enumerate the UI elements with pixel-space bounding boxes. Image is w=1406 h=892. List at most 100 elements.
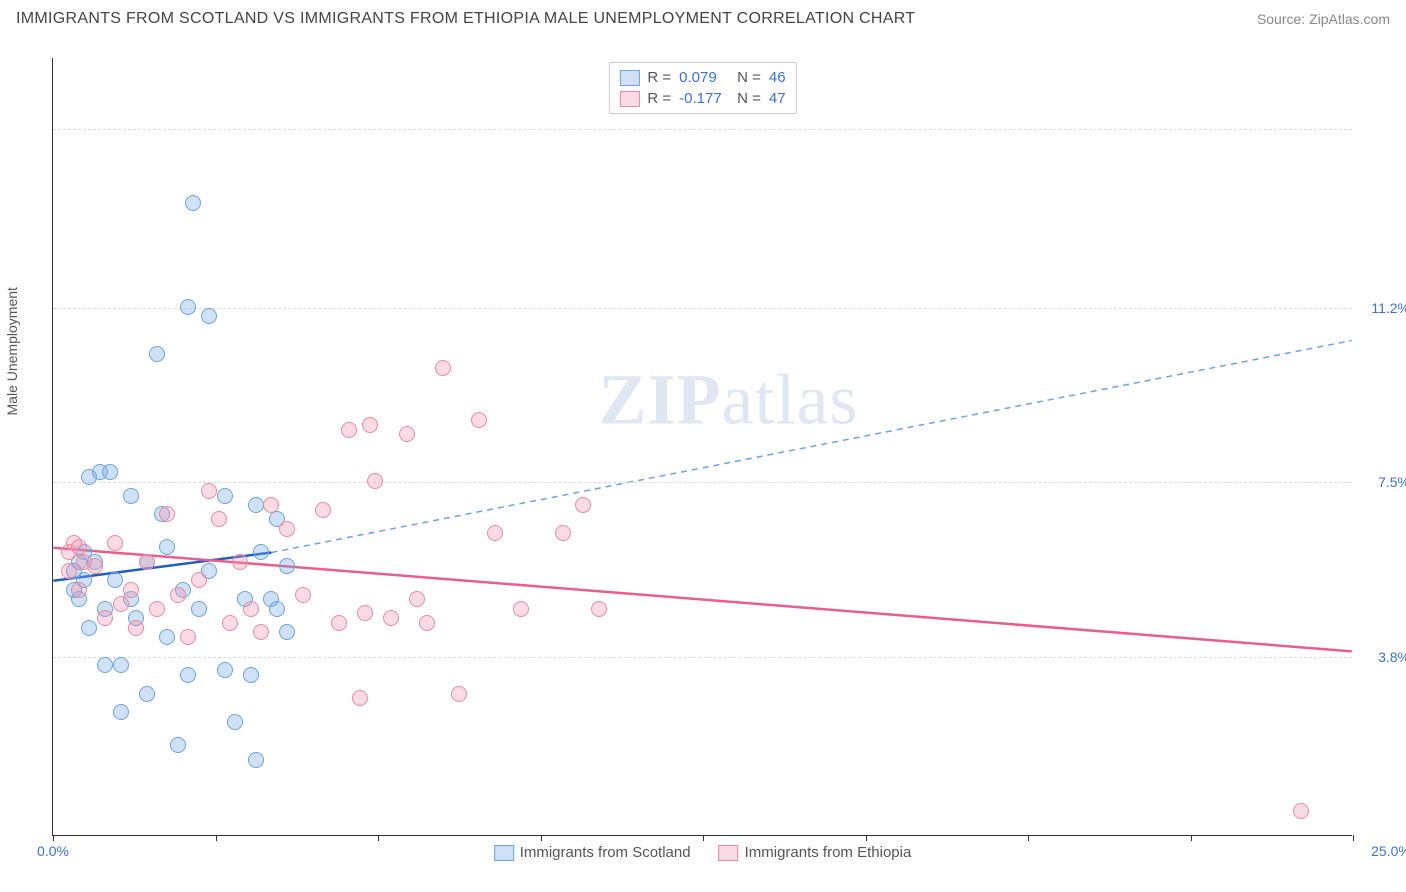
data-point	[149, 601, 165, 617]
data-point	[201, 483, 217, 499]
data-point	[139, 686, 155, 702]
data-point	[591, 601, 607, 617]
y-tick-label: 3.8%	[1378, 649, 1406, 665]
data-point	[269, 601, 285, 617]
x-tick	[378, 835, 379, 841]
data-point	[419, 615, 435, 631]
data-point	[81, 620, 97, 636]
data-point	[331, 615, 347, 631]
data-point	[97, 610, 113, 626]
r-value-ethiopia: -0.177	[679, 90, 729, 107]
n-label: N =	[737, 90, 761, 107]
x-tick-label: 0.0%	[37, 843, 69, 859]
legend-label-ethiopia: Immigrants from Ethiopia	[745, 844, 912, 861]
data-point	[232, 554, 248, 570]
legend-label-scotland: Immigrants from Scotland	[520, 844, 691, 861]
data-point	[222, 615, 238, 631]
r-label: R =	[647, 90, 671, 107]
data-point	[139, 554, 155, 570]
x-tick	[53, 835, 54, 841]
x-tick-label: 25.0%	[1371, 843, 1406, 859]
data-point	[159, 506, 175, 522]
watermark-atlas: atlas	[722, 359, 859, 439]
data-point	[217, 662, 233, 678]
n-value-ethiopia: 47	[769, 90, 786, 107]
data-point	[253, 544, 269, 560]
legend-row-ethiopia: R = -0.177 N = 47	[619, 88, 785, 109]
data-point	[170, 737, 186, 753]
gridline	[53, 482, 1352, 483]
legend-row-scotland: R = 0.079 N = 46	[619, 67, 785, 88]
data-point	[352, 690, 368, 706]
x-tick	[703, 835, 704, 841]
data-point	[341, 422, 357, 438]
gridline	[53, 308, 1352, 309]
data-point	[180, 667, 196, 683]
data-point	[575, 497, 591, 513]
swatch-ethiopia-icon	[719, 845, 739, 861]
r-value-scotland: 0.079	[679, 69, 729, 86]
data-point	[107, 535, 123, 551]
data-point	[201, 308, 217, 324]
data-point	[61, 563, 77, 579]
data-point	[128, 620, 144, 636]
legend-item-ethiopia: Immigrants from Ethiopia	[719, 844, 912, 861]
data-point	[279, 558, 295, 574]
data-point	[191, 572, 207, 588]
swatch-ethiopia	[619, 91, 639, 107]
data-point	[123, 582, 139, 598]
source-label: Source: ZipAtlas.com	[1257, 11, 1390, 27]
gridline	[53, 129, 1352, 130]
data-point	[87, 558, 103, 574]
x-tick	[541, 835, 542, 841]
data-point	[487, 525, 503, 541]
data-point	[227, 714, 243, 730]
y-tick-label: 7.5%	[1378, 474, 1406, 490]
data-point	[170, 587, 186, 603]
data-point	[217, 488, 233, 504]
data-point	[211, 511, 227, 527]
data-point	[243, 667, 259, 683]
x-tick	[216, 835, 217, 841]
y-axis-label: Male Unemployment	[4, 287, 20, 415]
n-label: N =	[737, 69, 761, 86]
y-tick-label: 11.2%	[1371, 300, 1406, 316]
data-point	[185, 195, 201, 211]
data-point	[248, 497, 264, 513]
chart-header: IMMIGRANTS FROM SCOTLAND VS IMMIGRANTS F…	[0, 0, 1406, 34]
data-point	[471, 412, 487, 428]
data-point	[180, 629, 196, 645]
data-point	[107, 572, 123, 588]
legend-item-scotland: Immigrants from Scotland	[494, 844, 691, 861]
data-point	[367, 473, 383, 489]
data-point	[555, 525, 571, 541]
data-point	[362, 417, 378, 433]
data-point	[159, 629, 175, 645]
data-point	[243, 601, 259, 617]
chart-title: IMMIGRANTS FROM SCOTLAND VS IMMIGRANTS F…	[16, 10, 915, 28]
n-value-scotland: 46	[769, 69, 786, 86]
data-point	[409, 591, 425, 607]
data-point	[513, 601, 529, 617]
swatch-scotland	[619, 70, 639, 86]
data-point	[295, 587, 311, 603]
swatch-scotland-icon	[494, 845, 514, 861]
data-point	[180, 299, 196, 315]
watermark: ZIPatlas	[598, 358, 858, 441]
x-tick	[1191, 835, 1192, 841]
data-point	[263, 497, 279, 513]
series-legend: Immigrants from Scotland Immigrants from…	[494, 844, 912, 861]
regression-lines	[53, 58, 1352, 835]
watermark-zip: ZIP	[598, 359, 721, 439]
data-point	[279, 624, 295, 640]
scatter-chart: ZIPatlas R = 0.079 N = 46 R = -0.177 N =…	[52, 58, 1352, 836]
x-tick	[1028, 835, 1029, 841]
data-point	[248, 752, 264, 768]
x-tick	[866, 835, 867, 841]
data-point	[399, 426, 415, 442]
data-point	[123, 488, 139, 504]
x-tick	[1353, 835, 1354, 841]
data-point	[113, 657, 129, 673]
data-point	[383, 610, 399, 626]
correlation-legend: R = 0.079 N = 46 R = -0.177 N = 47	[608, 62, 796, 114]
